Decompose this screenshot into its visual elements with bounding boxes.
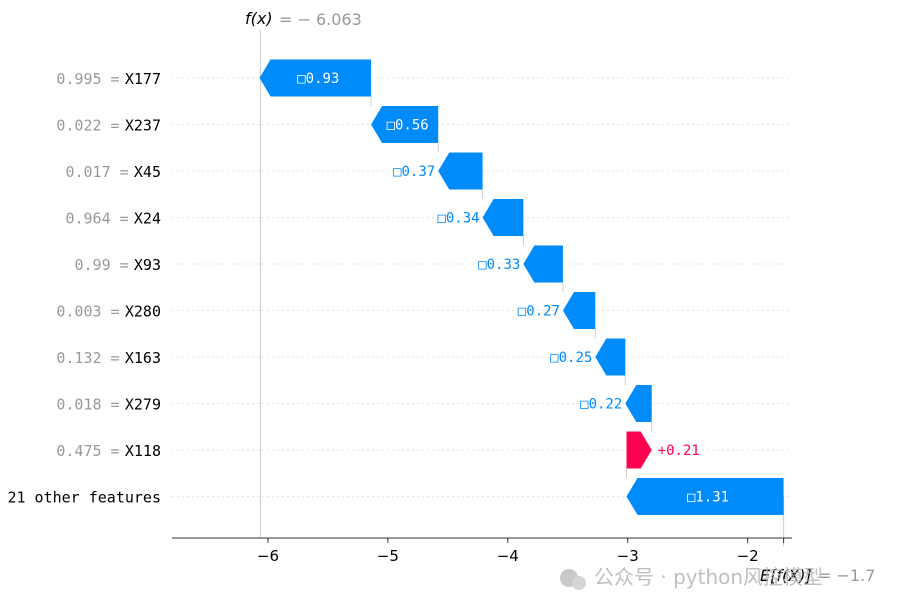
feature-name: X237 (125, 117, 161, 135)
feature-value: 0.022 = (56, 117, 119, 135)
grid-lines (172, 77, 792, 497)
feature-value: 0.995 = (56, 70, 119, 88)
bar-x24 (482, 199, 524, 236)
bar-21-other-features (626, 478, 784, 515)
feature-name: X45 (134, 163, 161, 181)
bar-value-label: □0.22 (580, 397, 622, 413)
reference-lines (259, 30, 785, 546)
bar-x163 (595, 338, 626, 376)
feature-value: 0.475 = (56, 442, 119, 460)
feature-value: 0.018 = (56, 396, 119, 414)
fx-label: f(x) (245, 9, 273, 28)
feature-name: X279 (125, 396, 161, 414)
bar-x177 (259, 59, 372, 97)
bar-value-label: □0.27 (518, 304, 560, 320)
ex-value: = −1.7 (818, 566, 875, 585)
bar-x280 (562, 292, 596, 329)
watermark: 公众号 · python风控模型 (560, 565, 823, 590)
feature-name: X163 (125, 349, 161, 367)
x-tick-label: −4 (497, 547, 519, 565)
bar-x279 (625, 385, 652, 422)
bar-labels: □0.93 □0.56 □0.37 □0.34 □0.33 □0.27 □0.25 □0.22… (297, 71, 729, 506)
feature-name: 21 other features (7, 489, 161, 507)
feature-value: 0.017 = (65, 163, 128, 181)
bars (259, 59, 784, 515)
feature-name: X177 (125, 70, 161, 88)
bar-value-label: +0.21 (658, 443, 700, 459)
ex-label: E[f(X)] (760, 566, 812, 585)
feature-value: 0.003 = (56, 303, 119, 321)
bar-value-label: □0.33 (478, 257, 520, 273)
feature-labels: X177 0.995 = X237 0.022 = X45 0.017 = X24 0.964… (7, 70, 161, 507)
x-tick-label: −5 (377, 547, 399, 565)
feature-value: 0.964 = (65, 210, 128, 228)
bar-value-label: □0.34 (437, 211, 479, 227)
feature-value: 0.132 = (56, 349, 119, 367)
bar-value-label: □1.31 (687, 490, 729, 506)
bar-x237 (371, 106, 439, 143)
fx-value: = − 6.063 (279, 10, 362, 29)
bar-value-label: □0.37 (393, 164, 435, 180)
bar-value-label: □0.25 (550, 350, 592, 366)
x-tick-label: −2 (737, 547, 759, 565)
bar-value-label: □0.56 (387, 118, 429, 134)
bar-x45 (438, 152, 483, 190)
x-axis: −6 −5 −4 −3 −2 (172, 537, 792, 565)
x-tick-label: −3 (617, 547, 639, 565)
feature-value: 0.99 = (75, 256, 129, 274)
bar-x118 (626, 431, 652, 469)
feature-name: X24 (134, 210, 161, 228)
feature-name: X118 (125, 442, 161, 460)
bar-value-label: □0.93 (297, 71, 339, 87)
bar-x93 (523, 245, 563, 283)
watermark-text: 公众号 · python风控模型 (594, 565, 823, 589)
feature-name: X93 (134, 256, 161, 274)
feature-name: X280 (125, 303, 161, 321)
x-tick-label: −6 (257, 547, 279, 565)
wechat-icon-bubble (572, 576, 586, 590)
